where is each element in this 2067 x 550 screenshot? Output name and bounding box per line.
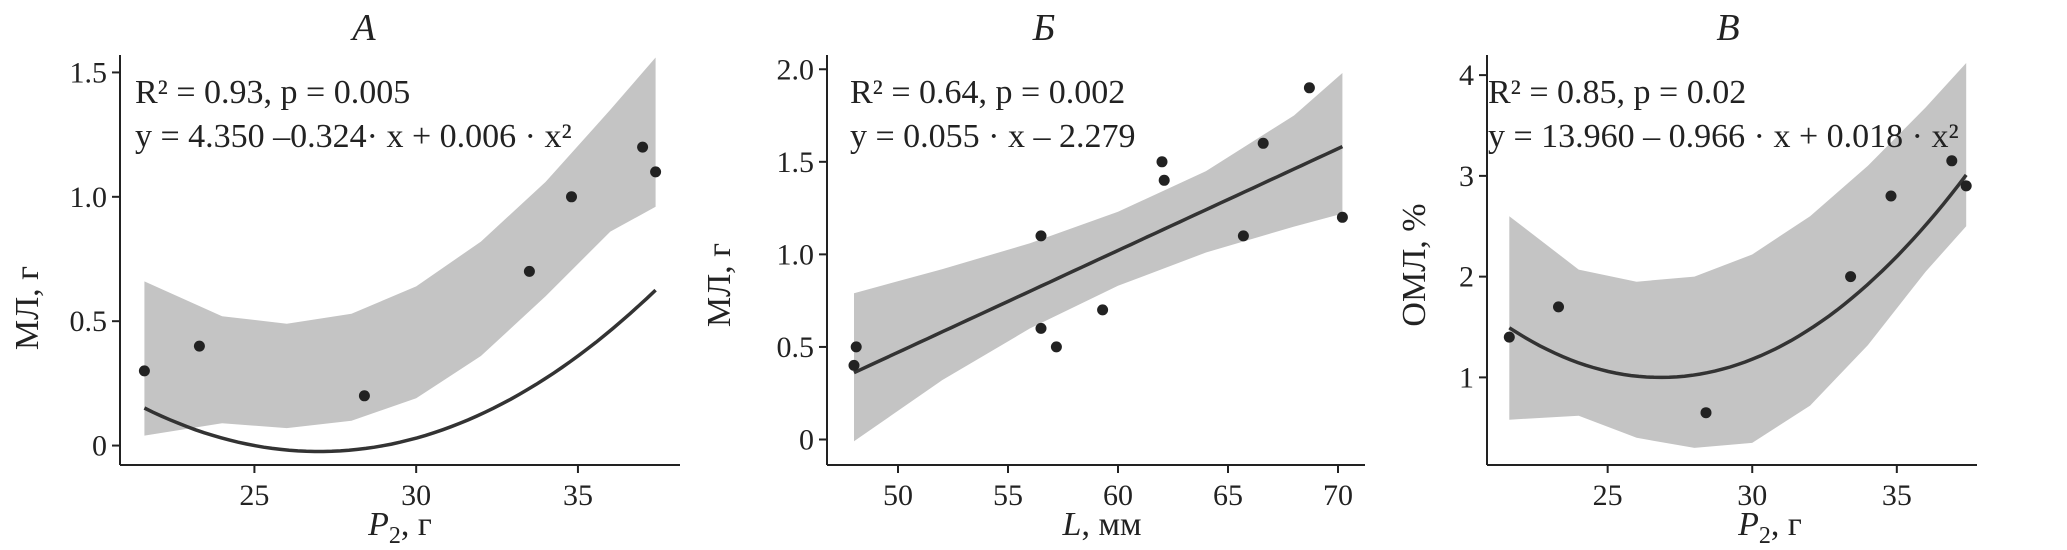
- panel-a-x-axis-label: P2, г: [367, 506, 432, 549]
- panel-c-confidence-band: [1509, 63, 1967, 448]
- panel-a-x-tick-label: 30: [401, 479, 431, 512]
- panel-b-x-tick-label: 60: [1103, 479, 1133, 512]
- panel-c: В 25 30 35 1 2 3 4 R² = 0.85, p = 0.02 y = 13.…: [1396, 7, 1977, 549]
- panel-a-y-tick-label: 1.0: [70, 181, 108, 214]
- panel-b-data-point: [1035, 322, 1047, 334]
- panel-b-y-tick-label: 0: [799, 423, 814, 456]
- panel-a-equation: y = 4.350 –0.324· x + 0.006 · x²: [135, 118, 572, 155]
- panel-b-confidence-band: [854, 73, 1343, 442]
- panel-b-y-tick-label: 0.5: [777, 331, 815, 364]
- panel-a-data-point: [358, 390, 370, 402]
- panel-b-data-point: [1336, 211, 1348, 223]
- x-unit: , мм: [1081, 506, 1141, 543]
- panel-b-x-tick-label: 65: [1213, 479, 1243, 512]
- panel-b-data-point: [1035, 230, 1047, 242]
- panel-b-data-point: [1097, 304, 1109, 316]
- panel-c-y-tick-label: 1: [1459, 361, 1474, 394]
- panel-c-x-tick-label: 25: [1593, 479, 1623, 512]
- panel-b-title: Б: [1032, 7, 1055, 49]
- x-var: P: [1737, 506, 1759, 543]
- panel-c-fit-line: [1508, 173, 1968, 380]
- panel-b-data-point: [1156, 156, 1168, 168]
- panel-a-title: А: [349, 7, 376, 49]
- panel-a-data-point: [650, 166, 662, 178]
- panel-b-y-axis-label: МЛ, г: [701, 243, 738, 327]
- panel-c-y-tick-label: 2: [1459, 261, 1474, 294]
- panel-c-x-axis-label: P2, г: [1737, 506, 1802, 549]
- panel-c-y-tick-label: 4: [1459, 59, 1474, 92]
- panel-a-y-tick-label: 0.5: [70, 305, 108, 338]
- panel-a-data-point: [566, 191, 577, 203]
- panel-b-y-tick-label: 1.5: [777, 146, 815, 179]
- panel-c-data-point: [1885, 190, 1897, 202]
- panel-b-y-tick-label: 2.0: [777, 53, 815, 86]
- panel-b-x-tick-label: 70: [1323, 479, 1353, 512]
- panel-c-data-point: [1960, 180, 1972, 192]
- x-sub: 2: [389, 523, 401, 549]
- panel-c-data-point: [1503, 331, 1515, 343]
- panel-c-title: В: [1716, 7, 1739, 49]
- panel-b-data-point: [848, 359, 860, 371]
- x-var: P: [367, 506, 389, 543]
- panel-b-x-tick-label: 50: [883, 479, 913, 512]
- x-sub: 2: [1759, 523, 1771, 549]
- panel-b-x-tick-label: 55: [993, 479, 1023, 512]
- panel-b-data-point: [1303, 82, 1315, 94]
- panel-a-data-point: [138, 365, 150, 377]
- panel-b-data-point: [1158, 174, 1170, 186]
- panel-c-equation: y = 13.960 – 0.966 · x + 0.018 · x²: [1488, 118, 1959, 155]
- panel-b-data-point: [1237, 230, 1249, 242]
- panel-c-data-point: [1845, 271, 1857, 283]
- panel-c-data-point: [1553, 301, 1564, 313]
- panel-a-y-axis-label: МЛ, г: [9, 266, 46, 350]
- panel-a-x-tick-label: 25: [239, 479, 269, 512]
- panel-a-data-point: [523, 265, 535, 277]
- x-unit: , г: [1771, 506, 1802, 543]
- panel-c-y-axis-label: ОМЛ, %: [1396, 203, 1433, 326]
- panel-a-y-tick-label: 1.5: [70, 56, 108, 89]
- panel-a-r2-annotation: R² = 0.93, p = 0.005: [135, 74, 410, 111]
- panel-a-fit-line: [143, 288, 657, 454]
- panel-c-y-tick-label: 3: [1459, 160, 1474, 193]
- panel-c-x-tick-label: 35: [1882, 479, 1912, 512]
- panel-b-y-tick-label: 1.0: [777, 238, 815, 271]
- panel-b-equation: y = 0.055 · x – 2.279: [850, 118, 1136, 155]
- panel-a-data-point: [637, 141, 649, 153]
- panel-b-fit-line: [853, 145, 1344, 375]
- panel-c-data-point: [1946, 155, 1958, 167]
- panel-b-data-point: [1257, 137, 1269, 149]
- x-var: L: [1062, 506, 1082, 543]
- panel-a-data-point: [193, 340, 205, 352]
- x-unit: , г: [401, 506, 432, 543]
- panel-b-x-axis-label: L, мм: [1062, 506, 1142, 543]
- panel-b-r2-annotation: R² = 0.64, p = 0.002: [850, 74, 1125, 111]
- panel-c-r2-annotation: R² = 0.85, p = 0.02: [1488, 74, 1746, 111]
- panel-b-data-point: [1050, 341, 1062, 353]
- panel-a-y-tick-label: 0: [92, 430, 107, 463]
- panel-a-x-tick-label: 35: [563, 479, 593, 512]
- panel-b: Б 50 55 60 65 70 0 0.5 1.0 1.5 2.0 R² = 0.64, p =…: [701, 7, 1365, 543]
- panel-c-data-point: [1700, 407, 1712, 419]
- panel-a-confidence-band: [144, 57, 656, 436]
- panel-b-data-point: [850, 341, 862, 353]
- panel-c-x-tick-label: 30: [1737, 479, 1767, 512]
